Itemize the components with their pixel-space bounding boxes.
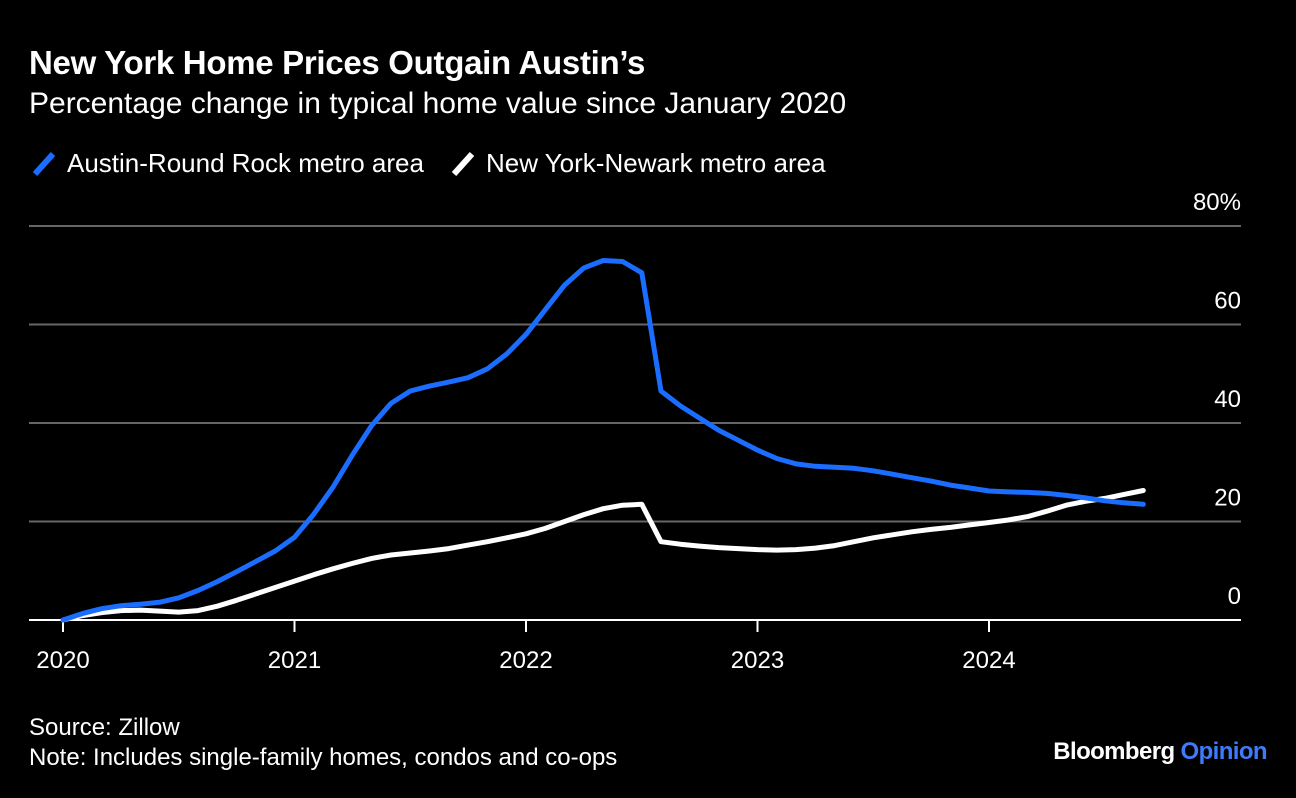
legend-swatch-new-york xyxy=(451,151,475,176)
x-tick-label-2024: 2024 xyxy=(962,647,1015,674)
series-line-new-york xyxy=(60,488,1146,623)
legend-item-new-york: New York-Newark metro area xyxy=(448,148,826,179)
y-tick-label-40: 40 xyxy=(1214,386,1241,413)
footnote: Note: Includes single-family homes, cond… xyxy=(29,744,618,771)
x-tick-label-2022: 2022 xyxy=(499,647,552,674)
legend-label-austin: Austin-Round Rock metro area xyxy=(67,148,424,178)
legend-label-new-york: New York-Newark metro area xyxy=(485,148,826,178)
y-tick-label-0: 0 xyxy=(1228,583,1241,610)
chart-subtitle: Percentage change in typical home value … xyxy=(29,87,847,120)
legend-item-austin: Austin-Round Rock metro area xyxy=(29,148,424,179)
x-tick-label-2021: 2021 xyxy=(268,647,321,674)
chart-title: New York Home Prices Outgain Austin’s xyxy=(29,44,646,81)
y-tick-label-60: 60 xyxy=(1214,288,1241,315)
legend-swatch-austin xyxy=(32,151,56,176)
chart-legend: Austin-Round Rock metro area New York-Ne… xyxy=(29,148,850,179)
y-tick-label-80: 80% xyxy=(1193,189,1241,216)
x-tick-label-2023: 2023 xyxy=(731,647,784,674)
brand-section: Opinion xyxy=(1180,738,1268,765)
bloomberg-opinion-logo: Bloomberg Opinion xyxy=(1053,738,1267,766)
chart-footer: Source: Zillow Note: Includes single-fam… xyxy=(29,713,617,773)
x-tick-label-2020: 2020 xyxy=(36,647,89,674)
brand-name: Bloomberg xyxy=(1053,738,1175,765)
source-note: Source: Zillow xyxy=(29,714,180,741)
y-tick-label-20: 20 xyxy=(1214,485,1241,512)
series-line-austin xyxy=(60,258,1146,623)
